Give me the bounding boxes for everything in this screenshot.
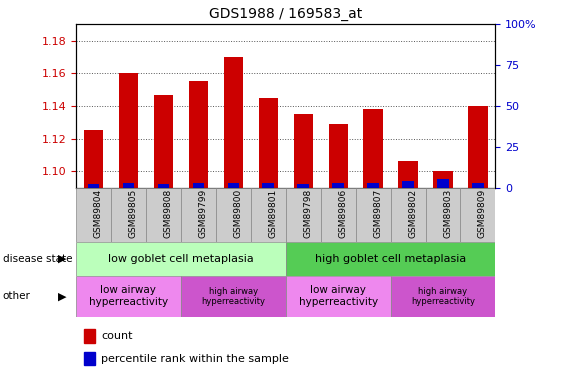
Text: GSM89803: GSM89803: [443, 189, 452, 238]
Bar: [227, 183, 239, 188]
Bar: [329, 124, 348, 188]
Text: GSM89802: GSM89802: [408, 189, 417, 238]
Bar: [119, 74, 138, 188]
Bar: [193, 183, 204, 188]
Bar: [84, 130, 103, 188]
Text: GSM89806: GSM89806: [338, 189, 347, 238]
Bar: [472, 183, 484, 188]
Bar: [262, 183, 274, 188]
Text: GSM89809: GSM89809: [478, 189, 487, 238]
Bar: [251, 188, 286, 242]
Text: low airway
hyperreactivity: low airway hyperreactivity: [298, 285, 378, 307]
Text: GSM89807: GSM89807: [373, 189, 382, 238]
Bar: [146, 188, 181, 242]
Bar: [356, 188, 391, 242]
Text: ▶: ▶: [57, 254, 66, 264]
Text: GSM89800: GSM89800: [233, 189, 242, 238]
Bar: [84, 352, 95, 365]
Bar: [158, 184, 169, 188]
Bar: [76, 188, 111, 242]
Text: GSM89798: GSM89798: [303, 189, 312, 238]
Text: GSM89799: GSM89799: [198, 189, 207, 238]
Bar: [332, 183, 344, 188]
Text: high airway
hyperreactivity: high airway hyperreactivity: [202, 286, 265, 306]
Bar: [76, 276, 181, 317]
Text: other: other: [3, 291, 31, 301]
Bar: [461, 188, 495, 242]
Bar: [297, 184, 309, 188]
Bar: [88, 184, 99, 188]
Bar: [286, 242, 495, 276]
Bar: [123, 183, 134, 188]
Bar: [286, 276, 391, 317]
Bar: [426, 188, 461, 242]
Text: disease state: disease state: [3, 254, 72, 264]
Bar: [84, 329, 95, 343]
Text: high airway
hyperreactivity: high airway hyperreactivity: [411, 286, 475, 306]
Bar: [391, 276, 495, 317]
Bar: [321, 188, 356, 242]
Title: GDS1988 / 169583_at: GDS1988 / 169583_at: [209, 7, 363, 21]
Bar: [403, 181, 414, 188]
Bar: [111, 188, 146, 242]
Text: GSM89804: GSM89804: [93, 189, 102, 238]
Text: high goblet cell metaplasia: high goblet cell metaplasia: [315, 254, 466, 264]
Bar: [216, 188, 251, 242]
Text: ▶: ▶: [57, 291, 66, 301]
Bar: [293, 114, 313, 188]
Text: GSM89805: GSM89805: [128, 189, 137, 238]
Bar: [181, 188, 216, 242]
Bar: [437, 179, 449, 188]
Bar: [189, 81, 208, 188]
Bar: [154, 94, 173, 188]
Bar: [367, 183, 379, 188]
Text: GSM89808: GSM89808: [163, 189, 172, 238]
Text: percentile rank within the sample: percentile rank within the sample: [101, 354, 289, 364]
Bar: [258, 98, 278, 188]
Text: low airway
hyperreactivity: low airway hyperreactivity: [89, 285, 168, 307]
Text: low goblet cell metaplasia: low goblet cell metaplasia: [108, 254, 254, 264]
Bar: [364, 109, 383, 188]
Bar: [285, 188, 321, 242]
Bar: [468, 106, 488, 188]
Bar: [399, 161, 418, 188]
Bar: [181, 276, 286, 317]
Bar: [391, 188, 426, 242]
Bar: [434, 171, 453, 188]
Bar: [76, 242, 286, 276]
Bar: [224, 57, 243, 188]
Text: GSM89801: GSM89801: [268, 189, 277, 238]
Text: count: count: [101, 331, 133, 341]
